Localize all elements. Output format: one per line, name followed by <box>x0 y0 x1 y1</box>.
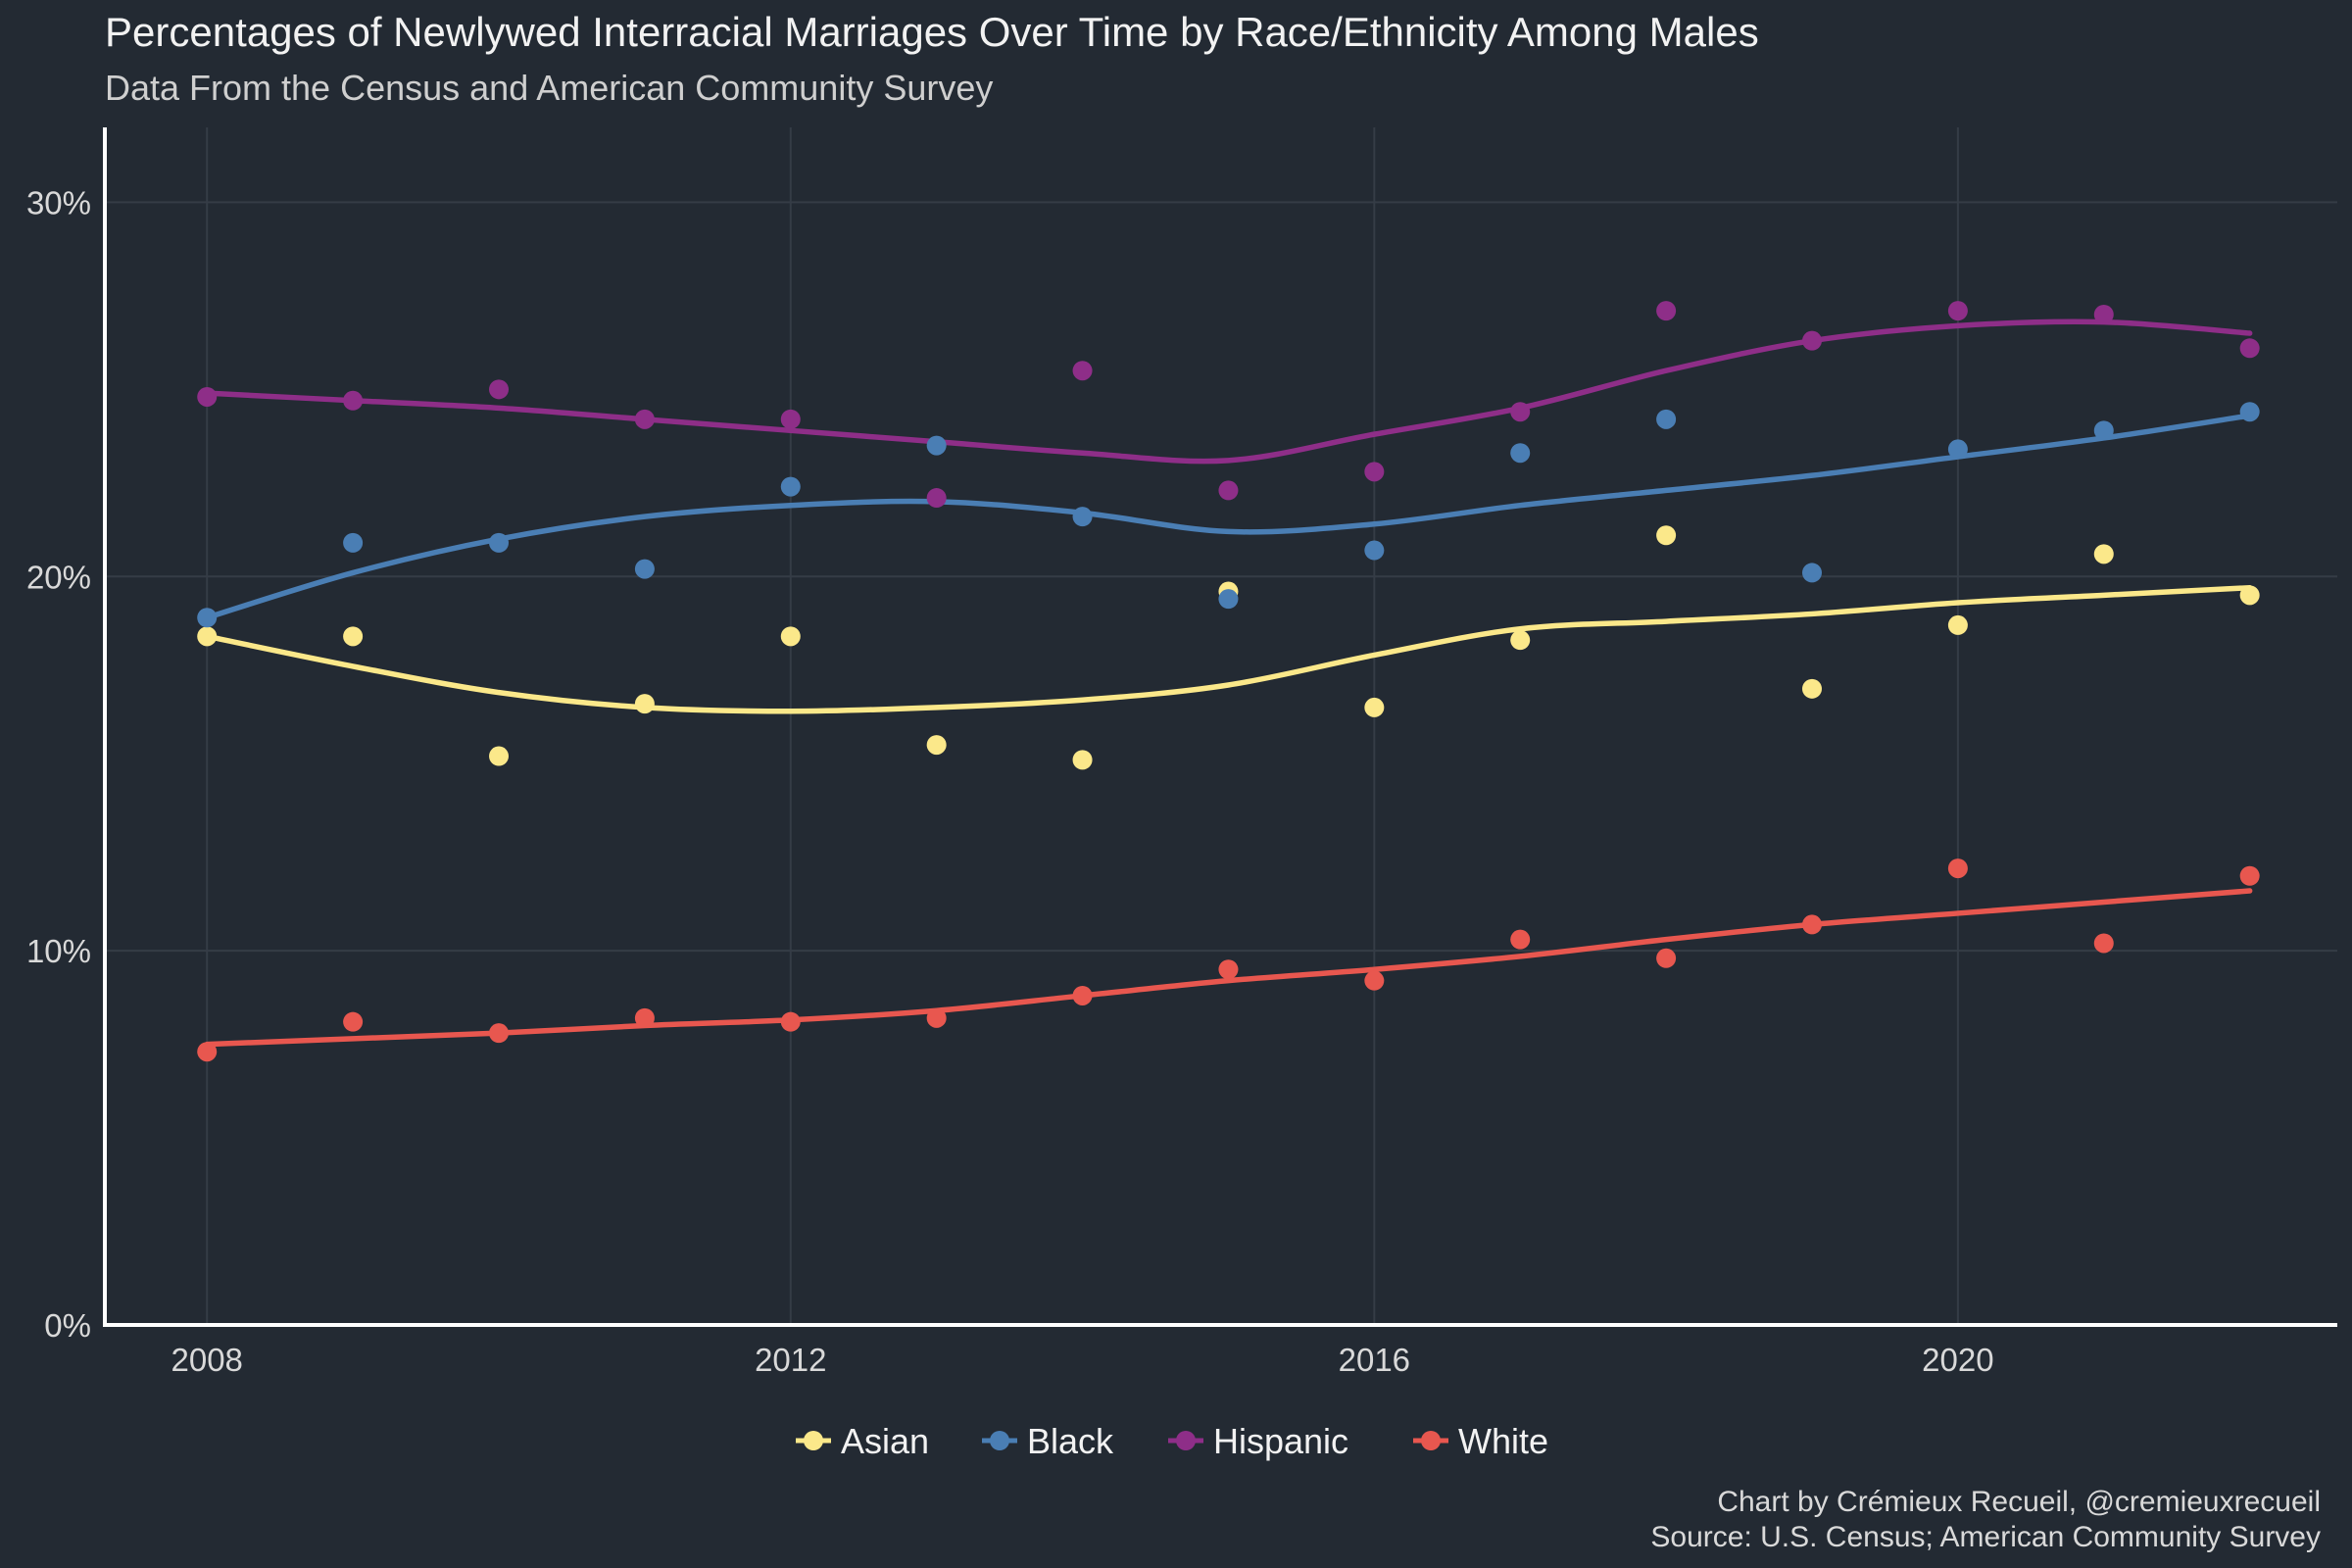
data-point-hispanic <box>2093 304 2114 324</box>
legend-point-key <box>1176 1431 1196 1450</box>
data-point-black <box>343 532 364 553</box>
y-tick-label: 30% <box>26 184 91 220</box>
trend-line-black <box>204 413 2253 621</box>
data-point-black <box>1802 563 1822 583</box>
data-point-hispanic <box>1656 301 1677 321</box>
data-point-asian <box>343 626 364 647</box>
caption-credit: Chart by Crémieux Recueil, @cremieuxrecu… <box>1717 1486 2321 1518</box>
data-point-white <box>1510 929 1531 950</box>
data-point-hispanic <box>343 390 364 411</box>
data-point-white <box>1218 959 1239 980</box>
data-point-hispanic <box>1072 361 1093 381</box>
chart-subtitle: Data From the Census and American Commun… <box>105 68 993 108</box>
data-point-hispanic <box>634 409 655 429</box>
data-point-white <box>1364 970 1385 991</box>
data-point-hispanic <box>1802 330 1822 351</box>
data-point-asian <box>1656 525 1677 546</box>
data-point-black <box>1218 589 1239 610</box>
data-point-hispanic <box>780 409 801 429</box>
data-point-asian <box>780 626 801 647</box>
legend-label: Asian <box>841 1421 929 1461</box>
data-point-asian <box>2093 544 2114 564</box>
data-point-hispanic <box>1947 301 1968 321</box>
trend-line-asian <box>204 584 2253 714</box>
legend-label: Hispanic <box>1213 1421 1348 1461</box>
data-point-hispanic <box>2239 338 2260 359</box>
y-tick-label: 20% <box>26 559 91 595</box>
data-point-asian <box>489 746 509 766</box>
data-point-white <box>1802 914 1822 935</box>
x-tick-label: 2012 <box>755 1342 826 1378</box>
legend-item-black: Black <box>982 1421 1114 1461</box>
data-point-white <box>2093 933 2114 954</box>
axes <box>103 127 2337 1327</box>
legend-point-key <box>990 1431 1009 1450</box>
data-point-asian <box>1510 630 1531 651</box>
chart-title: Percentages of Newlywed Interracial Marr… <box>105 9 1759 55</box>
data-point-white <box>780 1011 801 1032</box>
data-point-black <box>926 435 947 456</box>
legend-item-asian: Asian <box>796 1421 929 1461</box>
data-point-black <box>2239 402 2260 422</box>
legend-point-key <box>804 1431 823 1450</box>
data-point-asian <box>926 735 947 756</box>
x-tick-label: 2008 <box>172 1342 243 1378</box>
data-point-white <box>1947 858 1968 879</box>
legend: Asian Black Hispanic White <box>796 1421 1548 1461</box>
data-point-hispanic <box>197 386 218 407</box>
tick-labels: 2008 2012 2016 2020 0% 10% 20% 30% <box>26 184 1994 1378</box>
grid <box>105 127 2337 1326</box>
data-point-white <box>489 1023 509 1044</box>
y-tick-label: 0% <box>44 1307 91 1344</box>
legend-item-hispanic: Hispanic <box>1168 1421 1348 1461</box>
data-point-white <box>197 1042 218 1062</box>
data-point-black <box>1947 439 1968 460</box>
x-tick-label: 2016 <box>1339 1342 1410 1378</box>
data-point-black <box>634 559 655 579</box>
data-point-white <box>1656 948 1677 968</box>
data-point-black <box>2093 420 2114 441</box>
data-point-white <box>343 1011 364 1032</box>
data-point-hispanic <box>1510 402 1531 422</box>
trend-lines <box>204 318 2253 1048</box>
trend-line-white <box>204 888 2253 1048</box>
data-point-black <box>1364 540 1385 561</box>
data-point-black <box>1072 507 1093 527</box>
data-point-hispanic <box>1218 480 1239 501</box>
data-point-asian <box>1947 614 1968 635</box>
x-tick-label: 2020 <box>1922 1342 1993 1378</box>
y-tick-label: 10% <box>26 933 91 969</box>
data-point-black <box>1510 443 1531 464</box>
data-point-asian <box>2239 585 2260 606</box>
data-point-white <box>2239 865 2260 886</box>
data-point-hispanic <box>926 488 947 509</box>
data-point-white <box>634 1007 655 1028</box>
caption-source: Source: U.S. Census; American Community … <box>1650 1521 2321 1553</box>
data-point-asian <box>1072 750 1093 770</box>
data-point-black <box>197 608 218 628</box>
data-point-black <box>780 476 801 497</box>
data-point-black <box>1656 409 1677 429</box>
data-point-hispanic <box>489 379 509 400</box>
data-point-asian <box>1364 697 1385 717</box>
data-point-asian <box>197 626 218 647</box>
data-point-asian <box>634 694 655 714</box>
data-point-white <box>1072 985 1093 1005</box>
data-points <box>197 301 2260 1062</box>
legend-point-key <box>1421 1431 1441 1450</box>
data-point-black <box>489 532 509 553</box>
legend-item-white: White <box>1413 1421 1548 1461</box>
data-point-white <box>926 1007 947 1028</box>
legend-label: White <box>1458 1421 1548 1461</box>
trend-line-hispanic <box>204 318 2253 465</box>
data-point-asian <box>1802 678 1822 699</box>
legend-label: Black <box>1027 1421 1114 1461</box>
data-point-hispanic <box>1364 462 1385 482</box>
